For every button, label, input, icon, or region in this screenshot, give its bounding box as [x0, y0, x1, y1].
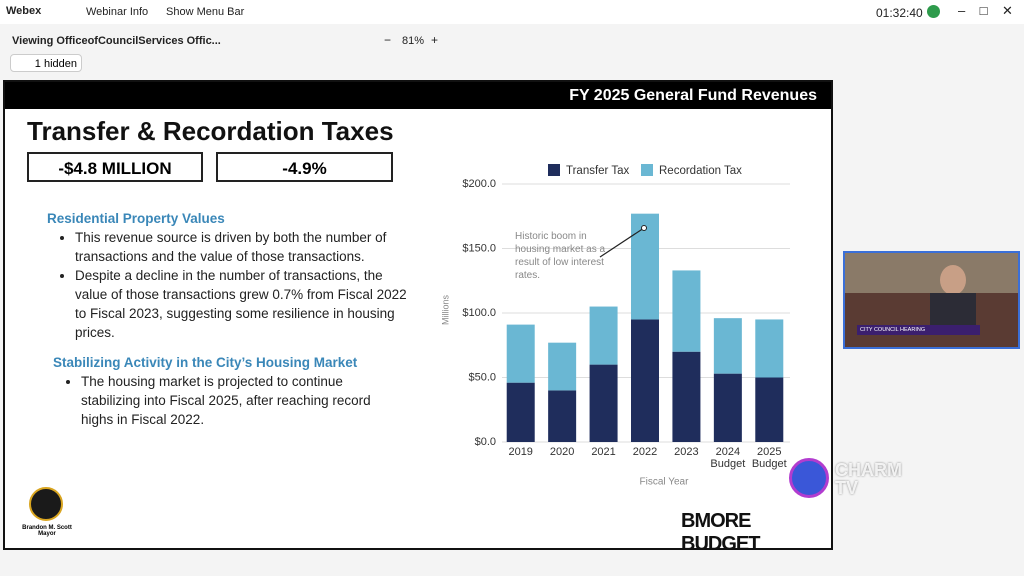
bar-segment — [589, 364, 618, 442]
zoom-level: 81% — [402, 35, 425, 47]
clock: 01:32:40 — [876, 6, 923, 20]
section-heading: Stabilizing Activity in the City’s Housi… — [53, 355, 358, 370]
menu-item[interactable]: Show Menu Bar — [166, 6, 245, 18]
hidden-button[interactable]: 1 hidden — [10, 54, 82, 72]
legend-swatch — [548, 164, 560, 176]
y-tick-label: $0.0 — [475, 436, 496, 448]
slide-title: Transfer & Recordation Taxes — [27, 116, 394, 146]
y-tick-label: $50.0 — [468, 371, 496, 383]
bullet-list: This revenue source is driven by both th… — [47, 228, 407, 342]
y-tick-label: $200.0 — [462, 178, 496, 190]
stat-box: -4.9% — [216, 152, 393, 182]
zoom-out[interactable]: − — [384, 33, 392, 47]
overlay-logo-icon — [789, 458, 829, 498]
video-background — [845, 253, 1018, 293]
video-person — [940, 265, 966, 295]
app-name[interactable]: Webex — [6, 5, 42, 17]
slide-header: FY 2025 General Fund Revenues — [5, 82, 831, 109]
bar-segment — [631, 213, 659, 320]
chart-area: Millions Fiscal Year $0.0 $50.0 $100.0 $150… — [440, 150, 820, 500]
bar-segment — [672, 270, 701, 352]
bar-segment — [713, 373, 742, 442]
viewing-label: Viewing OfficeofCouncilServices Offic... — [12, 35, 221, 47]
bar-segment — [548, 342, 577, 391]
chart: Millions Fiscal Year $0.0 $50.0 $100.0 $150… — [440, 164, 790, 488]
brand-logo: BMORE BUDGET — [681, 510, 760, 555]
bar-segment — [589, 306, 618, 365]
x-tick-label: 2019 — [508, 446, 533, 458]
bar-segment — [631, 319, 659, 442]
x-tick-label: 2025 Budget — [751, 446, 787, 470]
section-heading: Residential Property Values — [47, 211, 225, 226]
section: Residential Property Values This revenue… — [47, 209, 407, 342]
bar-segment — [672, 351, 701, 442]
annotation-dot — [641, 225, 647, 231]
x-tick-label: 2024 Budget — [710, 446, 746, 470]
status-icon — [927, 5, 940, 18]
overlay-logo: CHARM TV — [835, 460, 902, 498]
stat-box: -$4.8 MILLION — [27, 152, 203, 182]
annotation-line — [599, 227, 645, 258]
bar-segment — [506, 382, 535, 442]
bar-segment — [506, 324, 535, 383]
bullet: This revenue source is driven by both th… — [75, 228, 407, 266]
bar-segment — [548, 390, 577, 442]
zoom-in[interactable]: + — [431, 33, 439, 47]
bar-segment — [755, 319, 784, 378]
y-axis-title: Millions — [440, 295, 450, 326]
menu-item[interactable]: Webinar Info — [86, 6, 149, 18]
bullet: Despite a decline in the number of trans… — [75, 266, 407, 342]
annotation: Historic boom in housing market as a res… — [515, 231, 606, 281]
bullet: The housing market is projected to conti… — [81, 372, 403, 429]
x-tick-label: 2021 — [591, 446, 616, 458]
video-tile[interactable]: CITY COUNCIL HEARING — [843, 251, 1020, 349]
legend-label: Recordation Tax — [659, 165, 742, 177]
bar-segment — [755, 377, 784, 442]
section: Stabilizing Activity in the City’s Housi… — [53, 353, 403, 429]
y-tick-label: $150.0 — [462, 242, 496, 254]
bullet-list: The housing market is projected to conti… — [53, 372, 403, 429]
x-tick-label: 2023 — [674, 446, 699, 458]
legend-label: Transfer Tax — [566, 165, 630, 177]
y-tick-label: $100.0 — [462, 307, 496, 319]
seal-caption: Brandon M. Scott Mayor — [22, 525, 72, 537]
legend-swatch — [641, 164, 653, 176]
x-axis-title: Fiscal Year — [640, 477, 690, 488]
app-bar: Webex Webinar Info Show Menu Bar 01:32:4… — [0, 0, 1024, 24]
video-banner: CITY COUNCIL HEARING — [857, 325, 980, 335]
window-controls[interactable]: – □ ✕ — [958, 3, 1013, 18]
x-tick-label: 2022 — [632, 446, 658, 458]
city-seal — [29, 487, 63, 521]
bar-segment — [713, 318, 742, 374]
x-tick-label: 2020 — [549, 446, 575, 458]
